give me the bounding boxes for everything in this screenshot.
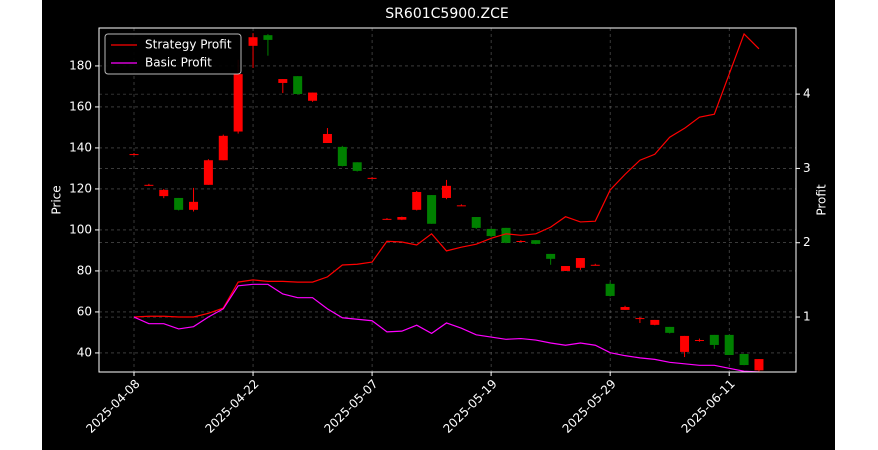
candle-body <box>516 241 526 243</box>
y-tick-label: 120 <box>69 181 92 195</box>
y2-tick-label: 2 <box>803 235 811 249</box>
plot-frame <box>98 27 797 373</box>
y-tick-label: 160 <box>69 99 92 113</box>
candle-body <box>337 146 347 166</box>
legend-label: Strategy Profit <box>145 38 232 52</box>
candle-body <box>308 92 318 101</box>
candle-body <box>456 205 466 207</box>
candle-body <box>650 319 660 325</box>
candle-body <box>412 192 422 210</box>
legend-box <box>104 33 242 75</box>
candle-body <box>605 283 615 296</box>
candle-body <box>233 74 243 132</box>
candle-body <box>739 353 749 366</box>
candle-body <box>397 217 407 220</box>
y-tick-label: 100 <box>69 222 92 236</box>
candle-body <box>159 189 169 197</box>
candle-body <box>501 227 511 243</box>
candle-body <box>471 217 481 228</box>
candle-body <box>189 201 199 210</box>
candle-body <box>486 228 496 237</box>
figure-background <box>42 0 835 450</box>
candle-body <box>724 334 734 355</box>
y2-tick-label: 3 <box>803 161 811 175</box>
candle-body <box>203 160 213 185</box>
candle-body <box>367 177 377 179</box>
y-axis-label: Price <box>50 185 64 214</box>
candle-body <box>665 326 675 333</box>
candle-body <box>694 340 704 342</box>
candle-body <box>441 185 451 198</box>
y2-tick-label: 4 <box>803 87 811 101</box>
y2-tick-label: 1 <box>803 310 811 324</box>
candle-body <box>546 253 556 259</box>
candle-body <box>382 218 392 220</box>
candle-body <box>754 359 764 371</box>
candle-body <box>427 195 437 224</box>
candle-body <box>620 307 630 310</box>
candle-body <box>635 318 645 320</box>
candle-body <box>248 37 258 46</box>
y-tick-label: 60 <box>77 304 92 318</box>
candle-body <box>575 258 585 268</box>
y-tick-label: 180 <box>69 58 92 72</box>
line-series <box>133 283 759 372</box>
candle-body <box>680 335 690 352</box>
candle-body <box>561 266 571 271</box>
candle-body <box>278 79 288 83</box>
y2-axis-label: Profit <box>815 184 829 216</box>
candle-body <box>352 162 362 171</box>
candle-body <box>174 197 184 210</box>
candle-body <box>144 184 154 186</box>
candle-body <box>709 334 719 345</box>
candle-body <box>531 240 541 244</box>
plot-area <box>129 32 764 372</box>
y-tick-label: 40 <box>77 345 92 359</box>
candle-body <box>590 264 600 266</box>
candle-body <box>322 133 332 144</box>
candle-body <box>129 154 139 156</box>
candle-body <box>218 135 228 161</box>
line-series <box>133 32 760 318</box>
y-tick-label: 140 <box>69 140 92 154</box>
candle-body <box>293 76 303 95</box>
y-tick-label: 80 <box>77 263 92 277</box>
chart-title: SR601C5900.ZCE <box>385 6 508 22</box>
legend-label: Basic Profit <box>145 56 212 70</box>
candle-body <box>263 35 273 40</box>
